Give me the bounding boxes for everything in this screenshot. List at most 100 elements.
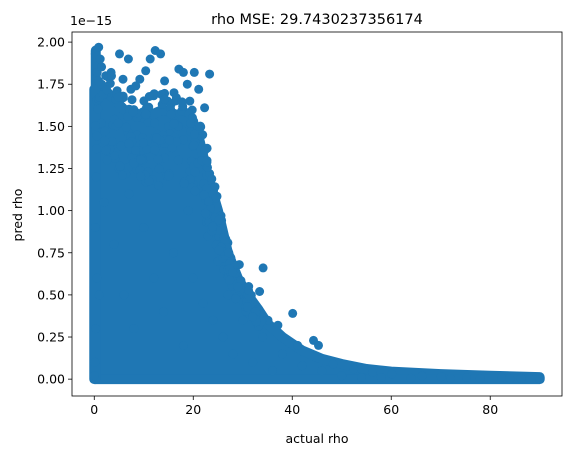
- scatter-point: [182, 79, 192, 89]
- scatter-point: [154, 164, 164, 174]
- scatter-point: [177, 97, 187, 107]
- scatter-point: [156, 49, 166, 59]
- scatter-point: [337, 371, 347, 381]
- scatter-point: [136, 171, 146, 181]
- scatter-point: [185, 96, 195, 106]
- scatter-point: [92, 144, 101, 154]
- scatter-point: [95, 54, 105, 64]
- scatter-point: [113, 118, 123, 128]
- scatter-point: [150, 145, 160, 155]
- scatter-point: [131, 81, 141, 91]
- scatter-point: [406, 373, 416, 383]
- scatter-point: [194, 84, 204, 94]
- scatter-point: [160, 94, 170, 104]
- scatter-point: [277, 349, 287, 359]
- scatter-point: [248, 312, 258, 322]
- scatter-point: [505, 374, 515, 384]
- y-tick-label: 0.50: [37, 287, 65, 302]
- scatter-point: [115, 49, 124, 59]
- scatter-point: [127, 95, 137, 105]
- scatter-point: [328, 359, 338, 369]
- scatter-point: [207, 174, 217, 184]
- scatter-point: [166, 109, 176, 119]
- scatter-point: [124, 139, 134, 149]
- scatter-point: [200, 208, 210, 218]
- scatter-point: [141, 109, 151, 119]
- scatter-point: [89, 371, 99, 381]
- scatter-point: [314, 340, 323, 350]
- scatter-point: [224, 248, 234, 258]
- y-axis-offset-label: 1e−15: [70, 13, 112, 28]
- scatter-point: [90, 121, 100, 131]
- y-tick-label: 1.75: [37, 77, 65, 92]
- scatter-point: [417, 371, 427, 381]
- scatter-point: [173, 155, 183, 165]
- scatter-point: [189, 67, 199, 77]
- scatter-point: [248, 357, 258, 367]
- scatter-point: [225, 275, 235, 285]
- scatter-point: [102, 85, 112, 95]
- chart-title: rho MSE: 29.7430237356174: [211, 12, 423, 28]
- scatter-point: [446, 374, 456, 383]
- scatter-point: [200, 146, 210, 156]
- x-axis-label: actual rho: [286, 431, 349, 446]
- scatter-point: [202, 183, 212, 193]
- scatter-point: [164, 171, 174, 181]
- scatter-point: [317, 366, 327, 376]
- scatter-point: [208, 315, 218, 325]
- scatter-point: [109, 150, 119, 160]
- scatter-point: [94, 290, 104, 300]
- scatter-point: [179, 178, 189, 188]
- scatter-point: [349, 364, 359, 374]
- scatter-point: [135, 74, 145, 84]
- x-tick-label: 60: [383, 402, 399, 417]
- scatter-point: [218, 332, 228, 342]
- y-tick-label: 0.25: [37, 330, 65, 345]
- scatter-point: [128, 107, 138, 117]
- scatter-point: [115, 161, 125, 171]
- scatter-point: [516, 373, 526, 383]
- y-tick-label: 2.00: [37, 35, 65, 50]
- scatter-point: [228, 267, 238, 277]
- scatter-point: [102, 155, 112, 165]
- scatter-point: [153, 154, 163, 164]
- scatter-point: [273, 320, 283, 330]
- scatter-point: [97, 62, 107, 72]
- scatter-point: [118, 74, 128, 84]
- scatter-point: [188, 273, 198, 283]
- scatter-point: [210, 182, 220, 192]
- scatter-point: [169, 119, 179, 129]
- scatter-point: [99, 197, 109, 207]
- scatter-point: [258, 263, 268, 273]
- scatter-point: [90, 223, 100, 232]
- scatter-point: [189, 140, 199, 150]
- scatter-point: [204, 196, 214, 206]
- scatter-point: [190, 186, 200, 196]
- scatter-point: [293, 340, 303, 350]
- scatter-point: [297, 361, 307, 371]
- scatter-point: [190, 129, 199, 139]
- scatter-point: [129, 158, 139, 168]
- x-tick-label: 80: [482, 402, 498, 417]
- scatter-point: [211, 193, 221, 203]
- scatter-point: [255, 287, 265, 296]
- scatter-point: [387, 369, 397, 379]
- scatter-point: [92, 273, 102, 283]
- scatter-point: [183, 206, 193, 216]
- scatter-point: [244, 285, 254, 295]
- x-tick-label: 40: [284, 402, 300, 417]
- y-tick-label: 1.25: [37, 161, 65, 176]
- scatter-point: [190, 167, 200, 177]
- scatter-point: [118, 170, 127, 180]
- scatter-point: [136, 155, 146, 165]
- scatter-point: [198, 298, 208, 308]
- scatter-point: [376, 373, 386, 382]
- scatter-point: [228, 349, 238, 359]
- x-tick-label: 20: [185, 402, 201, 417]
- scatter-point: [93, 104, 103, 114]
- y-tick-label: 1.00: [37, 203, 65, 218]
- scatter-point: [288, 308, 298, 318]
- scatter-point: [233, 282, 243, 292]
- scatter-point: [101, 145, 111, 155]
